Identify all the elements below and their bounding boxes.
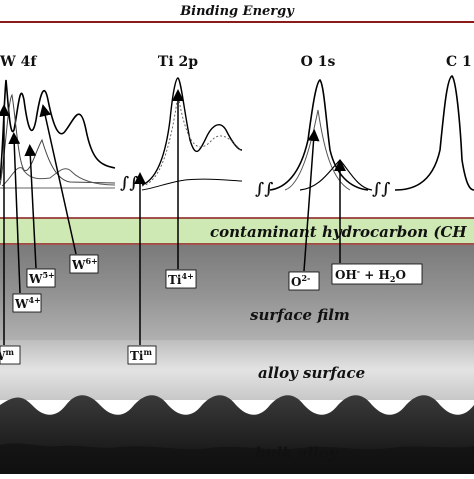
svg-text:Wm: Wm (0, 347, 14, 363)
species-tim: Tim (127, 345, 157, 365)
layer-alloy-surface-label: alloy surface (258, 364, 365, 382)
svg-text:W6+: W6+ (71, 256, 98, 272)
species-arrows (0, 89, 346, 345)
species-oh-water: OH- + H2O (331, 263, 423, 285)
svg-text:Tim: Tim (130, 347, 153, 363)
header-title: Binding Energy (179, 4, 295, 19)
label-w4f: W 4f (0, 54, 37, 70)
spectra-panel (0, 23, 474, 220)
alloy-surface-layer (0, 340, 474, 400)
layer-bulk-alloy-label: bulk alloy (255, 444, 339, 462)
axis-break-icon-2: ∫∫ (255, 179, 274, 198)
species-o2: O2- (288, 271, 320, 291)
axis-break-icon: ∫∫ (120, 173, 139, 192)
label-c1s: C 1 (446, 54, 472, 70)
species-w4: W4+ (12, 293, 42, 313)
arrow-w6 (39, 104, 77, 255)
layer-contaminant-label: contaminant hydrocarbon (CH (210, 223, 467, 241)
bulk-alloy-shadow (0, 443, 474, 474)
label-o1s: O 1s (301, 54, 336, 70)
species-wm: Wm (0, 345, 21, 365)
ti2p-spectrum (141, 77, 243, 191)
header-band (0, 0, 474, 22)
svg-text:O2-: O2- (291, 273, 310, 289)
arrow-w4 (8, 132, 21, 294)
svg-text:W4+: W4+ (14, 295, 41, 311)
svg-text:Ti4+: Ti4+ (168, 271, 194, 287)
species-ti4: Ti4+ (165, 269, 197, 289)
svg-text:OH- + H2O: OH- + H2O (335, 266, 406, 284)
contaminant-band (0, 218, 474, 244)
label-ti2p: Ti 2p (158, 54, 198, 70)
w4f-spectrum (0, 79, 116, 189)
species-w5: W5+ (26, 268, 56, 288)
c1s-spectrum (394, 75, 474, 191)
layer-surface-film-label: surface film (250, 306, 350, 324)
svg-text:W5+: W5+ (28, 270, 55, 286)
axis-break-icon-3: ∫∫ (372, 179, 391, 198)
arrow-o2 (303, 129, 320, 272)
species-w6: W6+ (69, 254, 99, 274)
arrow-w5 (24, 144, 37, 269)
